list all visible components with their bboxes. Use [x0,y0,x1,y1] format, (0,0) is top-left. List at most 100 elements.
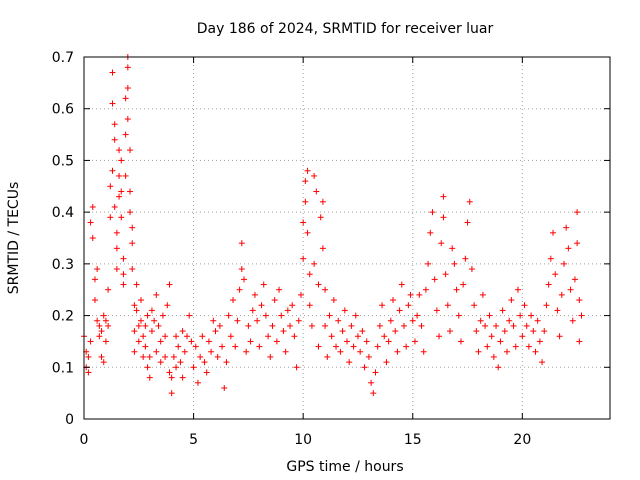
data-point [306,271,313,278]
data-point [131,302,138,309]
data-point [107,183,114,190]
data-point [574,209,581,216]
x-tick-label: 10 [294,432,312,448]
data-point [407,291,414,298]
data-point [532,348,539,355]
data-point [216,322,223,329]
data-point [405,302,412,309]
x-axis-ticks: 0 5 10 15 20 [80,57,531,448]
data-point [306,302,313,309]
data-point [322,322,329,329]
data-point [107,214,114,221]
data-point [344,338,350,345]
y-tick-label: 0.2 [52,309,74,325]
data-point [249,307,256,314]
data-point [468,266,475,273]
data-point [486,312,493,319]
data-point [155,322,162,329]
data-point [302,178,309,185]
data-point [162,333,169,340]
y-tick-label: 0.1 [52,360,74,376]
data-point [337,348,344,355]
data-point [576,338,583,345]
data-point [230,297,237,304]
data-point [506,317,513,324]
data-point [300,255,307,262]
data-point [162,353,169,360]
x-tick-label: 20 [513,432,531,448]
data-point [111,136,118,143]
data-point [473,328,480,335]
data-point [280,328,287,335]
data-point [563,224,570,231]
data-point [565,245,572,252]
data-point [525,343,532,350]
data-point [464,219,471,226]
data-point [530,328,537,335]
data-point [184,333,191,340]
data-point [453,286,460,293]
data-point [440,193,447,200]
data-point [574,240,581,247]
data-point [232,343,239,350]
data-point [431,276,438,283]
data-point [341,307,348,314]
data-point [403,343,410,350]
data-point [238,266,245,273]
data-point [179,374,186,381]
data-point [137,317,144,324]
data-point [359,328,366,335]
data-point [105,322,112,329]
data-point [466,198,473,205]
data-point [433,307,440,314]
y-tick-label: 0.6 [52,102,74,118]
data-point [109,167,116,174]
data-point [319,245,326,252]
x-tick-label: 5 [189,432,198,448]
data-point [205,338,212,345]
data-point [499,307,506,314]
data-point [116,193,123,200]
y-axis-ticks: 0 0.1 0.2 0.3 0.4 0.5 0.6 0.7 [52,50,610,428]
data-point [571,276,578,283]
data-point [96,322,103,329]
data-point [409,317,416,324]
data-point [422,286,429,293]
data-point [151,317,158,324]
data-point [333,343,340,350]
data-point [87,338,94,345]
data-point [376,322,383,329]
data-point [159,312,166,319]
data-point [420,348,427,355]
data-point [146,374,153,381]
data-point [512,343,519,350]
data-point [236,286,243,293]
data-point [223,359,230,366]
data-points [81,54,585,397]
data-point [447,328,454,335]
data-point [517,312,524,319]
data-point [116,147,123,154]
data-point [251,291,258,298]
data-point [541,328,548,335]
data-point [254,317,261,324]
data-point [350,343,357,350]
data-point [352,312,359,319]
data-point [569,317,576,324]
data-point [243,348,250,355]
data-point [457,338,464,345]
data-point [295,317,302,324]
data-point [503,348,510,355]
data-point [94,266,101,273]
y-axis-label: SRMTID / TECUs [6,182,22,295]
data-point [387,317,394,324]
data-point [477,317,484,324]
data-point [460,281,467,288]
data-point [113,266,120,273]
data-point [221,384,228,391]
data-point [227,333,234,340]
data-point [265,333,272,340]
data-point [120,281,127,288]
y-tick-label: 0.4 [52,205,74,221]
